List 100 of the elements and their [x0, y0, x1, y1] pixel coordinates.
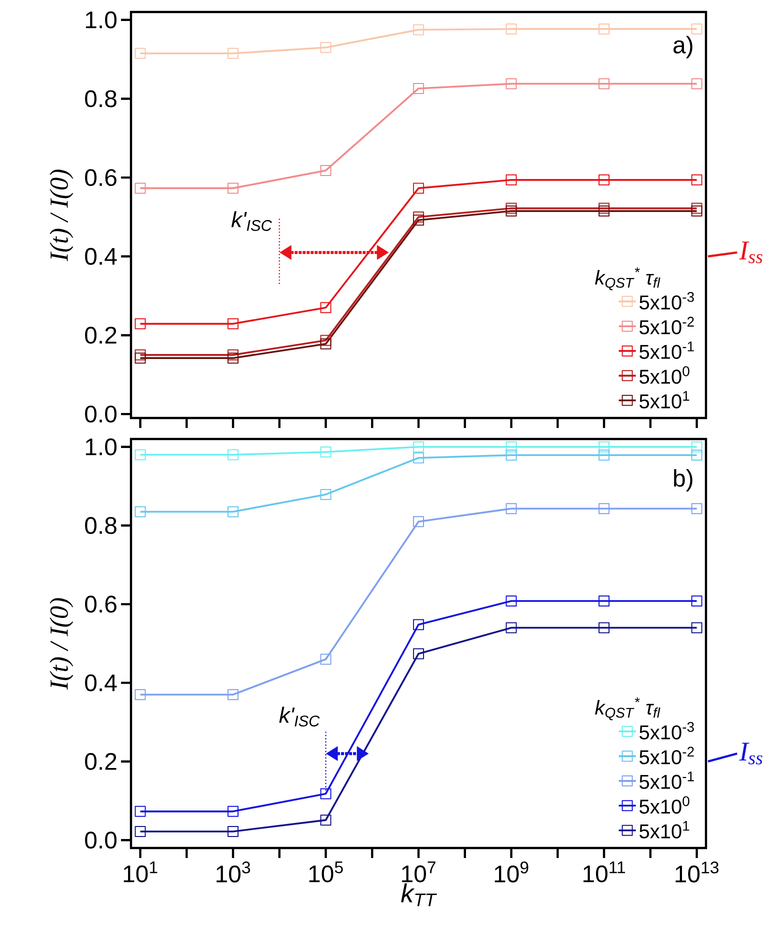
point — [598, 206, 610, 217]
point — [598, 503, 610, 514]
point — [412, 648, 424, 660]
legend-title: k$_{QST}$$^{*}$ τ$_{fl}$ — [594, 697, 660, 720]
legend-label: 5x10$^{-1}$ — [639, 342, 694, 359]
y-tick-label: 0.6 — [84, 169, 116, 186]
legend-label: 5x10$^{-2}$ — [639, 316, 694, 334]
y-tick-label: 0.2 — [84, 326, 116, 344]
point — [691, 622, 702, 634]
legend-label: 5x10$^{-3}$ — [639, 292, 694, 310]
point — [227, 48, 238, 59]
point — [506, 174, 517, 186]
y-tick-label: 0.0 — [84, 406, 116, 423]
point — [227, 352, 238, 364]
point — [227, 826, 238, 837]
point — [506, 441, 517, 452]
point — [227, 449, 238, 460]
point — [412, 441, 424, 452]
point — [227, 182, 238, 194]
point — [691, 23, 702, 34]
point — [598, 450, 610, 461]
point — [320, 338, 332, 350]
y-axis-title: I(t) / I(0) — [49, 170, 74, 262]
point — [134, 826, 146, 837]
point — [412, 82, 424, 94]
point — [598, 441, 610, 452]
x-tick-label: 10$^{13}$ — [675, 862, 718, 883]
point — [691, 174, 702, 186]
point — [506, 450, 517, 461]
legend-title: k$_{QST}$$^{*}$ τ$_{fl}$ — [594, 267, 660, 290]
point — [320, 302, 332, 314]
point — [134, 806, 146, 817]
point — [412, 214, 424, 226]
text: I$_{ss}$ — [738, 242, 762, 264]
x-tick-label: 10$^{11}$ — [583, 862, 625, 882]
point — [598, 174, 610, 186]
point — [412, 452, 424, 464]
point — [412, 182, 424, 194]
point — [691, 503, 702, 514]
point — [227, 506, 238, 518]
x-tick-label: 10$^{5}$ — [309, 862, 343, 882]
point — [134, 318, 146, 330]
point — [412, 619, 424, 630]
point — [598, 596, 610, 607]
legend-label: 5x10$^{1}$ — [639, 391, 689, 408]
y-tick-label: 0.0 — [84, 832, 116, 849]
point — [227, 318, 238, 330]
y-tick-label: 0.4 — [84, 248, 117, 265]
legend-label: 5x10$^{0}$ — [639, 796, 690, 814]
legend-label: 5x10$^{0}$ — [639, 366, 690, 384]
x-axis-title: k$_{TT}$ — [400, 883, 437, 906]
legend-label: 5x10$^{1}$ — [639, 821, 689, 838]
point — [320, 164, 332, 176]
y-tick-label: 0.4 — [84, 674, 117, 692]
point — [691, 596, 702, 607]
point — [691, 441, 702, 452]
text: I$_{ss}$ — [738, 742, 762, 764]
point — [412, 516, 424, 528]
y-axis-title: I(t) / I(0) — [49, 598, 74, 690]
point — [320, 788, 332, 800]
point — [691, 450, 702, 461]
point — [506, 206, 517, 217]
point — [506, 503, 517, 514]
annotation: k'$_{ISC}$ — [231, 211, 272, 231]
annotation: a) — [673, 36, 692, 58]
point — [412, 24, 424, 36]
legend-label: 5x10$^{-2}$ — [639, 746, 694, 764]
point — [506, 23, 517, 34]
annotation: b) — [674, 469, 692, 492]
point — [320, 488, 332, 500]
point — [506, 622, 517, 634]
x-tick-label: 10$^{7}$ — [402, 862, 436, 882]
point — [134, 182, 146, 194]
y-tick-label: 0.2 — [84, 752, 116, 770]
point — [134, 352, 146, 364]
point — [134, 48, 146, 59]
point — [691, 78, 702, 90]
point — [320, 446, 332, 458]
y-tick-label: 1.0 — [86, 438, 116, 456]
legend-label: 5x10$^{-3}$ — [639, 722, 694, 740]
y-tick-label: 0.6 — [84, 596, 116, 613]
point — [320, 814, 332, 826]
point — [227, 689, 238, 700]
legend-label: 5x10$^{-1}$ — [639, 772, 694, 789]
point — [598, 622, 610, 634]
x-tick-label: 10$^{3}$ — [216, 862, 250, 883]
point — [598, 78, 610, 90]
point — [506, 596, 517, 607]
point — [598, 23, 610, 34]
point — [320, 654, 332, 665]
point — [134, 449, 146, 460]
point — [134, 506, 146, 518]
y-tick-label: 0.8 — [84, 90, 116, 108]
point — [506, 78, 517, 90]
y-tick-label: 1.0 — [86, 11, 116, 28]
point — [691, 206, 702, 217]
point — [134, 689, 146, 700]
y-tick-label: 0.8 — [84, 517, 116, 534]
x-tick-label: 10$^{9}$ — [494, 862, 528, 883]
x-tick-label: 10$^{1}$ — [124, 862, 158, 882]
